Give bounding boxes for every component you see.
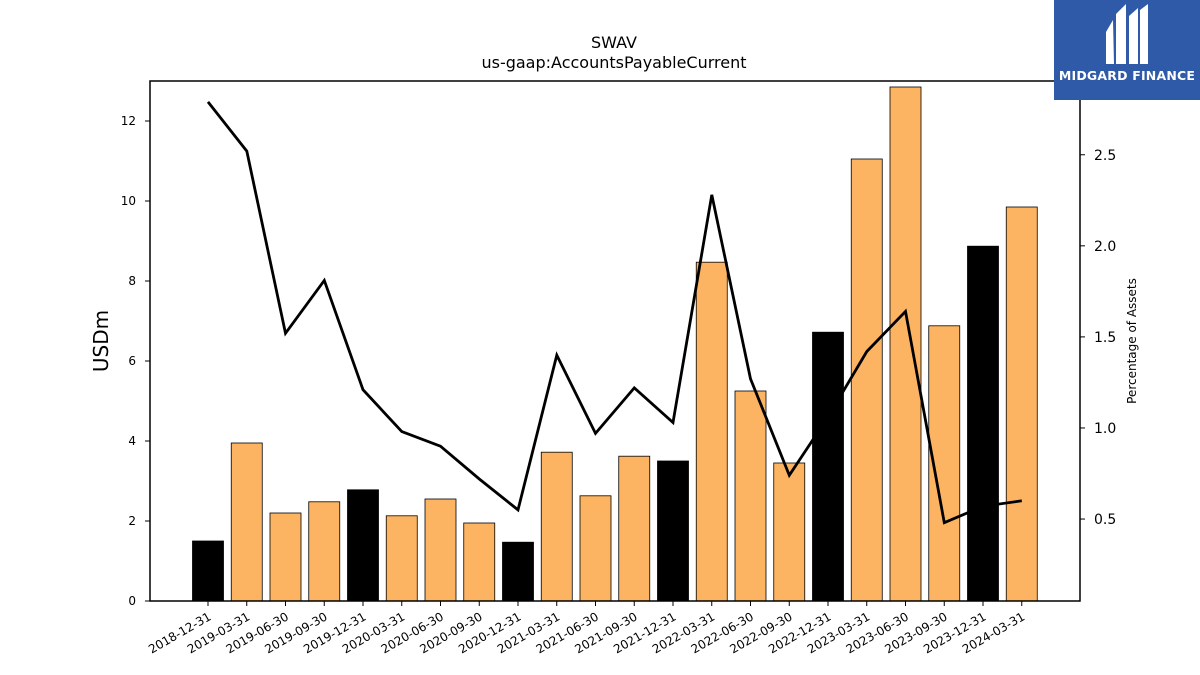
bar-2022-06-30	[734, 390, 767, 602]
bar-2019-03-31	[230, 442, 263, 602]
midgard-finance-logo: MIDGARD FINANCE	[1054, 0, 1200, 100]
y2-tick-label: 2.5	[1094, 148, 1116, 164]
y-tick-label: 4	[128, 434, 136, 448]
y-tick-label: 2	[128, 514, 136, 528]
bar-2019-12-31	[347, 489, 379, 602]
y-axis-label: USDm	[89, 310, 113, 372]
x-axis: 2018-12-312019-03-312019-06-302019-09-30…	[146, 601, 1027, 656]
bar-2021-09-30	[618, 455, 651, 602]
bar-2024-03-31	[1005, 206, 1038, 602]
y2-tick-label: 1.0	[1094, 421, 1116, 437]
logo-text: MIDGARD FINANCE	[1058, 68, 1196, 83]
bar-2022-03-31	[695, 261, 728, 602]
bar-2023-06-30	[889, 86, 922, 602]
y-tick-label: 12	[121, 114, 136, 128]
y2-tick-label: 2.0	[1094, 239, 1116, 255]
bar-2023-12-31	[967, 245, 999, 602]
y-axis-right: 0.5 1.0 1.5 2.0 2.5	[1080, 148, 1116, 528]
bar-2018-12-31	[192, 540, 224, 602]
bar-2021-06-30	[579, 495, 612, 602]
y-tick-label: 8	[128, 274, 136, 288]
chart-subtitle: us-gaap:AccountsPayableCurrent	[481, 53, 746, 72]
bar-2020-06-30	[424, 498, 457, 602]
y-tick-label: 10	[121, 194, 136, 208]
bar-2020-09-30	[463, 522, 496, 602]
chart-title: SWAV	[591, 33, 637, 52]
line-series	[206, 101, 1022, 525]
bar-2020-03-31	[385, 515, 418, 602]
bar-2019-09-30	[308, 501, 341, 602]
logo-mark-icon	[1106, 4, 1148, 64]
plot-frame	[149, 80, 1081, 602]
percentage-line	[206, 101, 1022, 525]
bar-2021-12-31	[657, 460, 689, 602]
y-axis-left: 0 2 4 6 8 10 12	[121, 114, 150, 608]
y2-tick-label: 1.5	[1094, 330, 1116, 346]
bar-series	[192, 86, 1038, 602]
y-tick-label: 0	[128, 594, 136, 608]
y-tick-label: 6	[128, 354, 136, 368]
bar-2021-03-31	[540, 451, 573, 602]
bar-2022-09-30	[773, 462, 806, 602]
bar-2019-06-30	[269, 512, 302, 602]
y2-tick-label: 0.5	[1094, 512, 1116, 528]
bar-2020-12-31	[502, 541, 534, 602]
y2-axis-label: Percentage of Assets	[1125, 278, 1139, 404]
bar-2022-12-31	[812, 331, 844, 602]
bar-2023-03-31	[850, 158, 883, 602]
